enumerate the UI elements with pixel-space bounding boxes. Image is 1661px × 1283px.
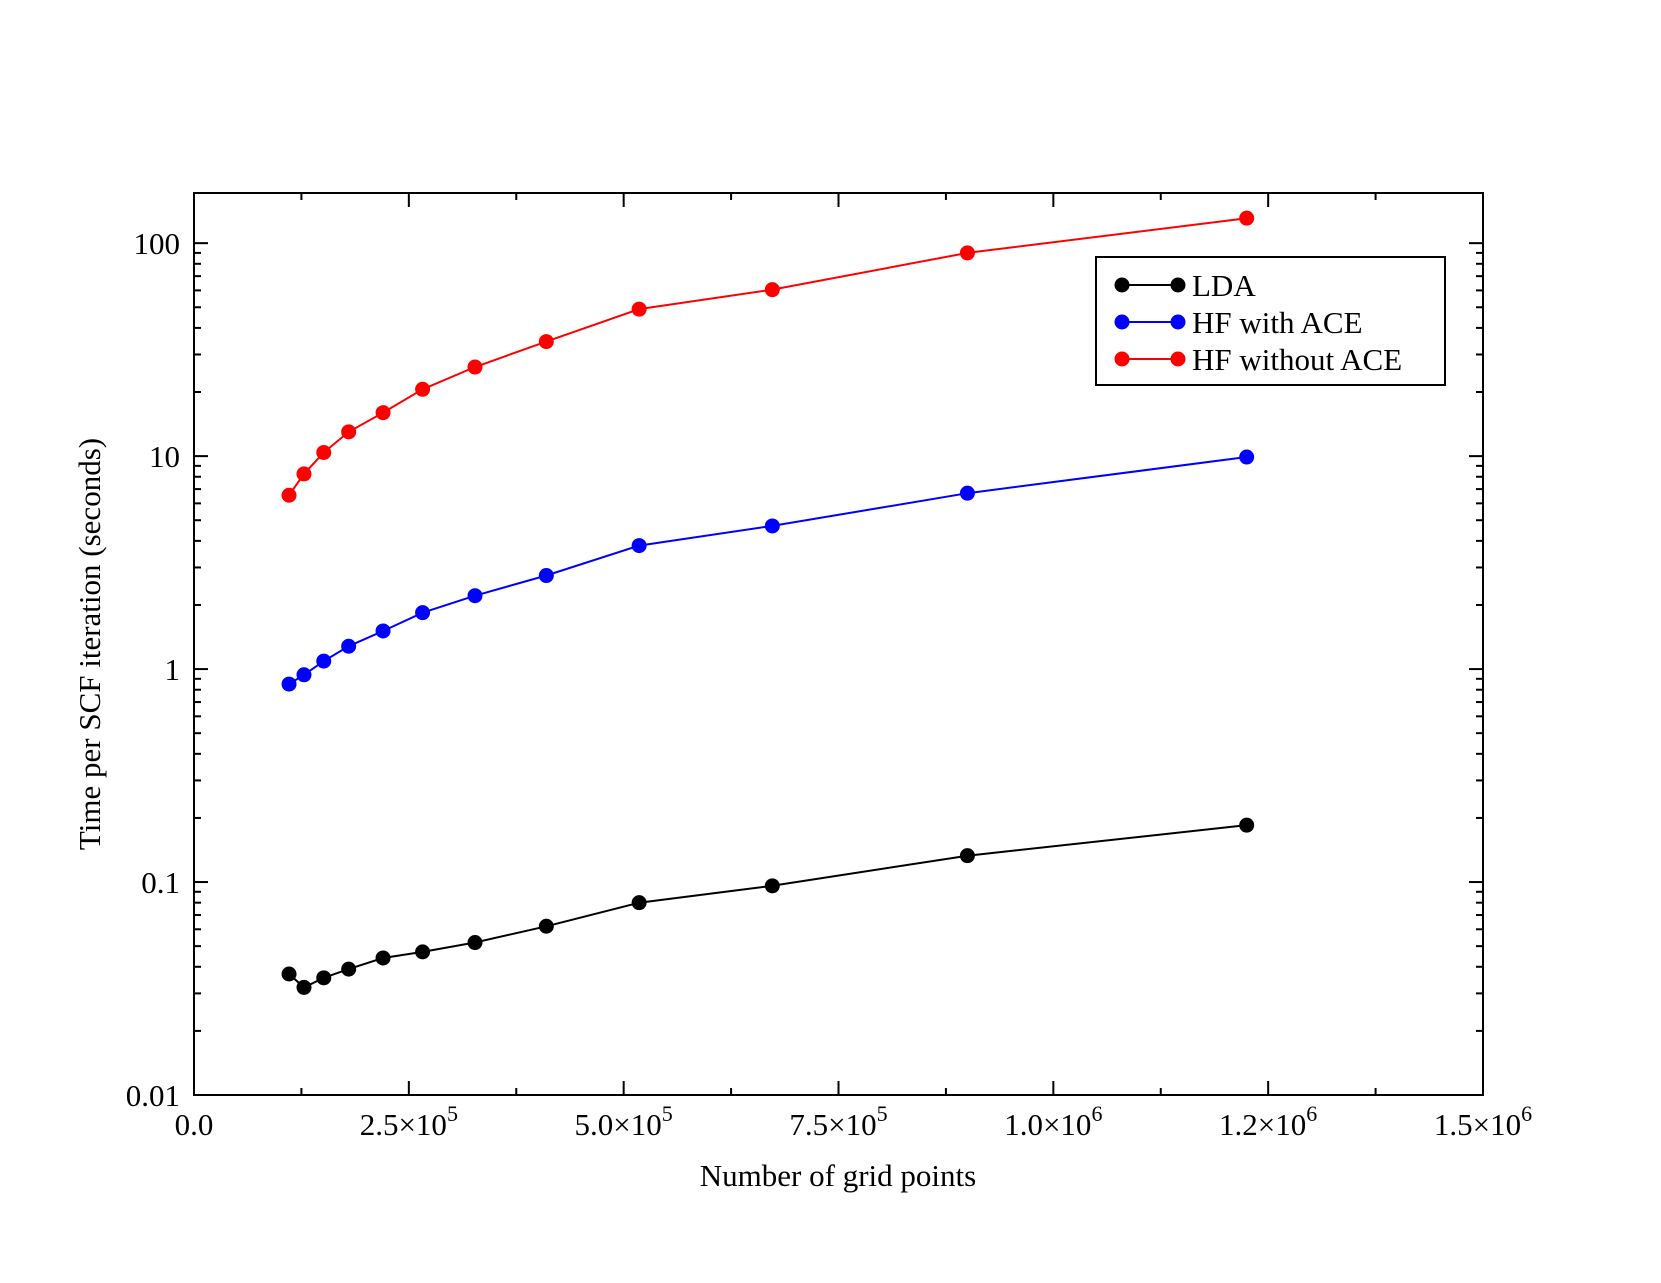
legend-swatch-marker	[1170, 277, 1186, 293]
data-point-1	[281, 676, 297, 692]
x-tick-label: 7.5×105	[789, 1101, 887, 1142]
data-point-0	[467, 935, 483, 951]
data-point-1	[375, 623, 391, 639]
data-point-2	[959, 245, 975, 261]
data-point-2	[764, 282, 780, 298]
data-point-2	[375, 405, 391, 421]
x-tick-label: 0.0	[175, 1107, 214, 1142]
y-axis-title: Time per SCF iteration (seconds)	[72, 438, 107, 850]
data-point-0	[341, 961, 357, 977]
x-axis-title: Number of grid points	[700, 1158, 976, 1193]
data-point-2	[341, 424, 357, 440]
data-point-1	[341, 638, 357, 654]
data-point-0	[959, 848, 975, 864]
data-point-1	[415, 605, 431, 621]
data-point-1	[631, 538, 647, 554]
x-tick-label: 1.5×106	[1434, 1101, 1532, 1142]
y-tick-label: 100	[134, 226, 181, 261]
data-point-2	[415, 381, 431, 397]
data-point-0	[375, 950, 391, 966]
y-tick-label: 0.01	[126, 1078, 180, 1113]
x-tick-label: 1.0×106	[1004, 1101, 1102, 1142]
tick-marks	[193, 193, 1484, 1096]
data-point-0	[281, 966, 297, 982]
data-point-0	[538, 918, 554, 934]
data-point-2	[631, 301, 647, 317]
legend-swatch-marker	[1170, 351, 1186, 367]
data-point-0	[296, 979, 312, 995]
data-point-1	[538, 568, 554, 584]
y-tick-labels: 0.01 0.1 1 10 100	[126, 226, 180, 1113]
series-layer	[281, 210, 1255, 995]
legend-swatch-marker	[1114, 351, 1130, 367]
data-point-1	[296, 667, 312, 683]
legend-swatch-marker	[1114, 314, 1130, 330]
series-line-1	[288, 456, 1247, 685]
x-tick-label: 5.0×105	[575, 1101, 673, 1142]
data-point-2	[538, 334, 554, 350]
x-tick-label: 2.5×105	[360, 1101, 458, 1142]
y-tick-label: 0.1	[141, 865, 180, 900]
data-point-1	[1239, 449, 1255, 465]
data-point-2	[316, 444, 332, 460]
data-point-0	[631, 895, 647, 911]
data-point-0	[764, 878, 780, 894]
legend-swatch-marker	[1114, 277, 1130, 293]
x-tick-labels: 0.0 2.5×105 5.0×105 7.5×105 1.0×106 1.2×106 1.…	[175, 1101, 1532, 1142]
x-tick-label: 1.2×106	[1219, 1101, 1317, 1142]
data-point-1	[467, 588, 483, 604]
data-point-0	[316, 970, 332, 986]
y-tick-label: 1	[165, 652, 181, 687]
legend-label: HF with ACE	[1192, 305, 1363, 340]
data-point-0	[415, 944, 431, 960]
data-point-2	[296, 466, 312, 482]
legend-label: HF without ACE	[1192, 342, 1402, 377]
data-point-2	[467, 359, 483, 375]
series-line-0	[288, 824, 1247, 989]
y-tick-label: 10	[149, 439, 180, 474]
data-point-1	[316, 653, 332, 669]
legend-swatch-marker	[1170, 314, 1186, 330]
data-point-1	[764, 518, 780, 534]
data-point-2	[281, 487, 297, 503]
data-point-0	[1239, 817, 1255, 833]
legend-label: LDA	[1192, 268, 1256, 303]
data-point-2	[1239, 210, 1255, 226]
data-point-1	[959, 485, 975, 501]
